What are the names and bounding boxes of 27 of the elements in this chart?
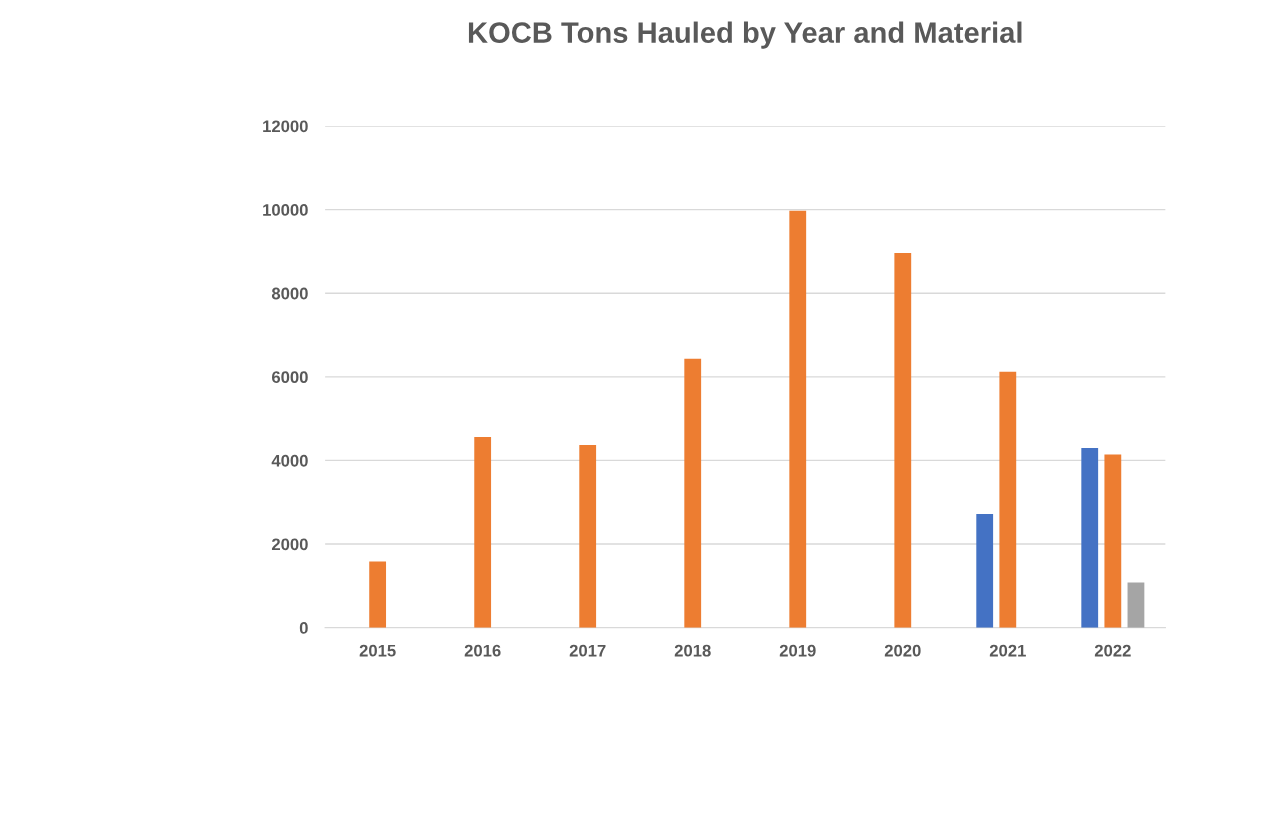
bar: [789, 210, 807, 628]
x-tick-label: 2021: [989, 644, 1026, 657]
x-tick-label: 2022: [1094, 644, 1131, 657]
chart-title: KOCB Tons Hauled by Year and Material: [468, 21, 1022, 49]
bar: [1081, 447, 1099, 628]
bar: [1127, 582, 1145, 628]
x-tick-label: 2018: [674, 644, 711, 657]
y-tick-label: 0: [299, 622, 308, 634]
bar: [894, 253, 912, 628]
x-tick-label: 2019: [779, 644, 816, 657]
x-tick-label: 2016: [464, 644, 501, 657]
bar: [474, 437, 492, 628]
bar: [999, 371, 1017, 628]
y-tick-label: 6000: [271, 371, 308, 384]
bar: [579, 444, 597, 628]
y-tick-label: 4000: [271, 454, 308, 467]
bar: [684, 358, 702, 628]
y-tick-label: 8000: [271, 287, 308, 300]
x-tick-label: 2020: [884, 644, 921, 657]
y-tick-label: 2000: [271, 538, 308, 551]
bar: [1104, 454, 1122, 628]
y-tick-label: 10000: [263, 204, 308, 216]
x-tick-label: 2015: [359, 644, 396, 657]
bar: [369, 561, 387, 628]
x-tick-label: 2017: [569, 644, 606, 657]
y-tick-label: 12000: [263, 120, 308, 133]
bar: [976, 513, 994, 628]
